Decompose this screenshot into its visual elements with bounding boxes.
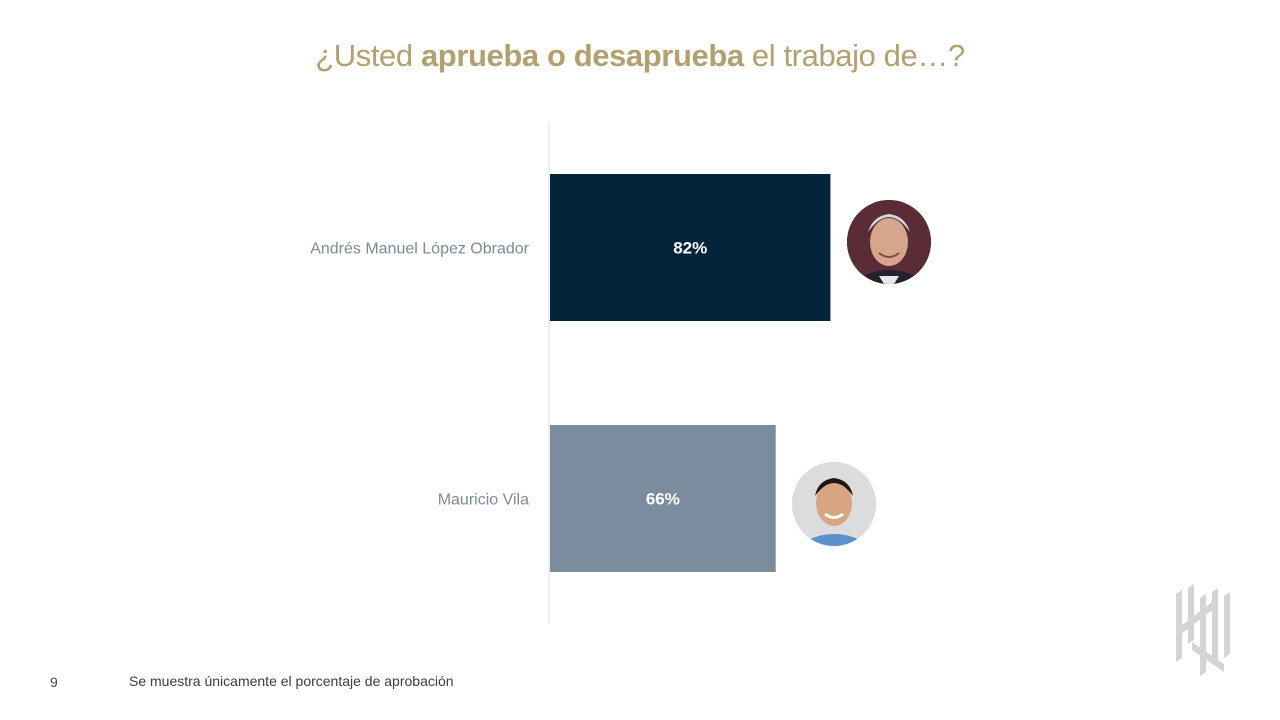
bar-1: [550, 425, 776, 572]
bar-0: [550, 174, 831, 321]
title-suffix: el trabajo de…?: [743, 38, 965, 73]
page-number: 9: [50, 674, 58, 690]
category-label: Andrés Manuel López Obrador: [310, 241, 529, 258]
value-label: 66%: [646, 490, 680, 509]
value-label: 82%: [673, 239, 707, 258]
category-label: Mauricio Vila: [438, 492, 529, 509]
brand-logo-icon: [1176, 584, 1230, 676]
portrait-photo-icon: [847, 200, 931, 284]
bars-layer: Andrés Manuel López Obrador 82% Mauricio V…: [310, 174, 831, 572]
title-prefix: ¿Usted: [315, 38, 421, 73]
title-bold: aprueba o desaprueba: [420, 38, 744, 73]
portrait-photo-icon: [792, 462, 876, 546]
chart-title: ¿Usted aprueba o desaprueba el trabajo d…: [0, 38, 1280, 74]
footnote: Se muestra únicamente el porcentaje de a…: [129, 673, 454, 689]
